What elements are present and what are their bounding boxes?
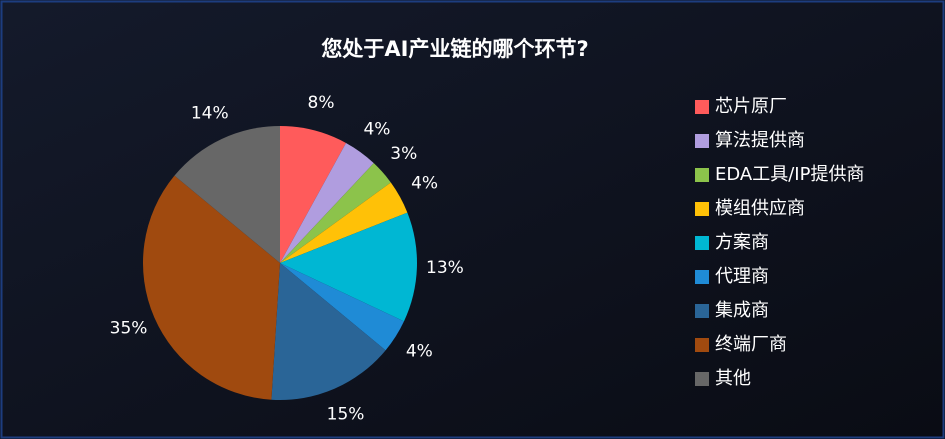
legend-label: 芯片原厂: [715, 96, 787, 117]
legend-swatch: [695, 270, 709, 284]
pie-slice: [280, 163, 391, 263]
legend-swatch: [695, 134, 709, 148]
data-label: 4%: [406, 341, 433, 361]
pie-slice: [174, 126, 280, 263]
legend-swatch: [695, 100, 709, 114]
legend-label: 模组供应商: [715, 198, 805, 219]
data-label: 35%: [110, 319, 148, 339]
chart-title: 您处于AI产业链的哪个环节?: [321, 37, 588, 61]
legend-label: 终端厂商: [715, 334, 787, 355]
data-label: 3%: [390, 144, 417, 164]
legend-label: 算法提供商: [715, 130, 805, 151]
legend-swatch: [695, 372, 709, 386]
legend-label: 方案商: [715, 232, 769, 253]
pie-slice: [280, 182, 408, 263]
pie-slice: [142, 175, 280, 400]
legend-swatch: [695, 338, 709, 352]
pie-slice: [271, 263, 386, 400]
pie-slice: [280, 126, 347, 263]
data-label: 4%: [363, 120, 390, 140]
legend-label: 其他: [715, 368, 751, 389]
legend-label: 代理商: [715, 266, 769, 287]
legend-swatch: [695, 304, 709, 318]
legend-label: 集成商: [715, 300, 769, 321]
data-label: 8%: [308, 93, 335, 113]
legend-label: EDA工具/IP提供商: [715, 164, 864, 185]
data-label: 4%: [411, 174, 438, 194]
pie-slice: [280, 263, 404, 351]
data-label: 14%: [191, 104, 229, 124]
legend-swatch: [695, 236, 709, 250]
data-label: 13%: [426, 258, 464, 278]
data-label: 15%: [327, 404, 365, 424]
legend-swatch: [695, 168, 709, 182]
pie-slice: [280, 212, 417, 322]
pie-slice: [280, 142, 374, 263]
legend-swatch: [695, 202, 709, 216]
